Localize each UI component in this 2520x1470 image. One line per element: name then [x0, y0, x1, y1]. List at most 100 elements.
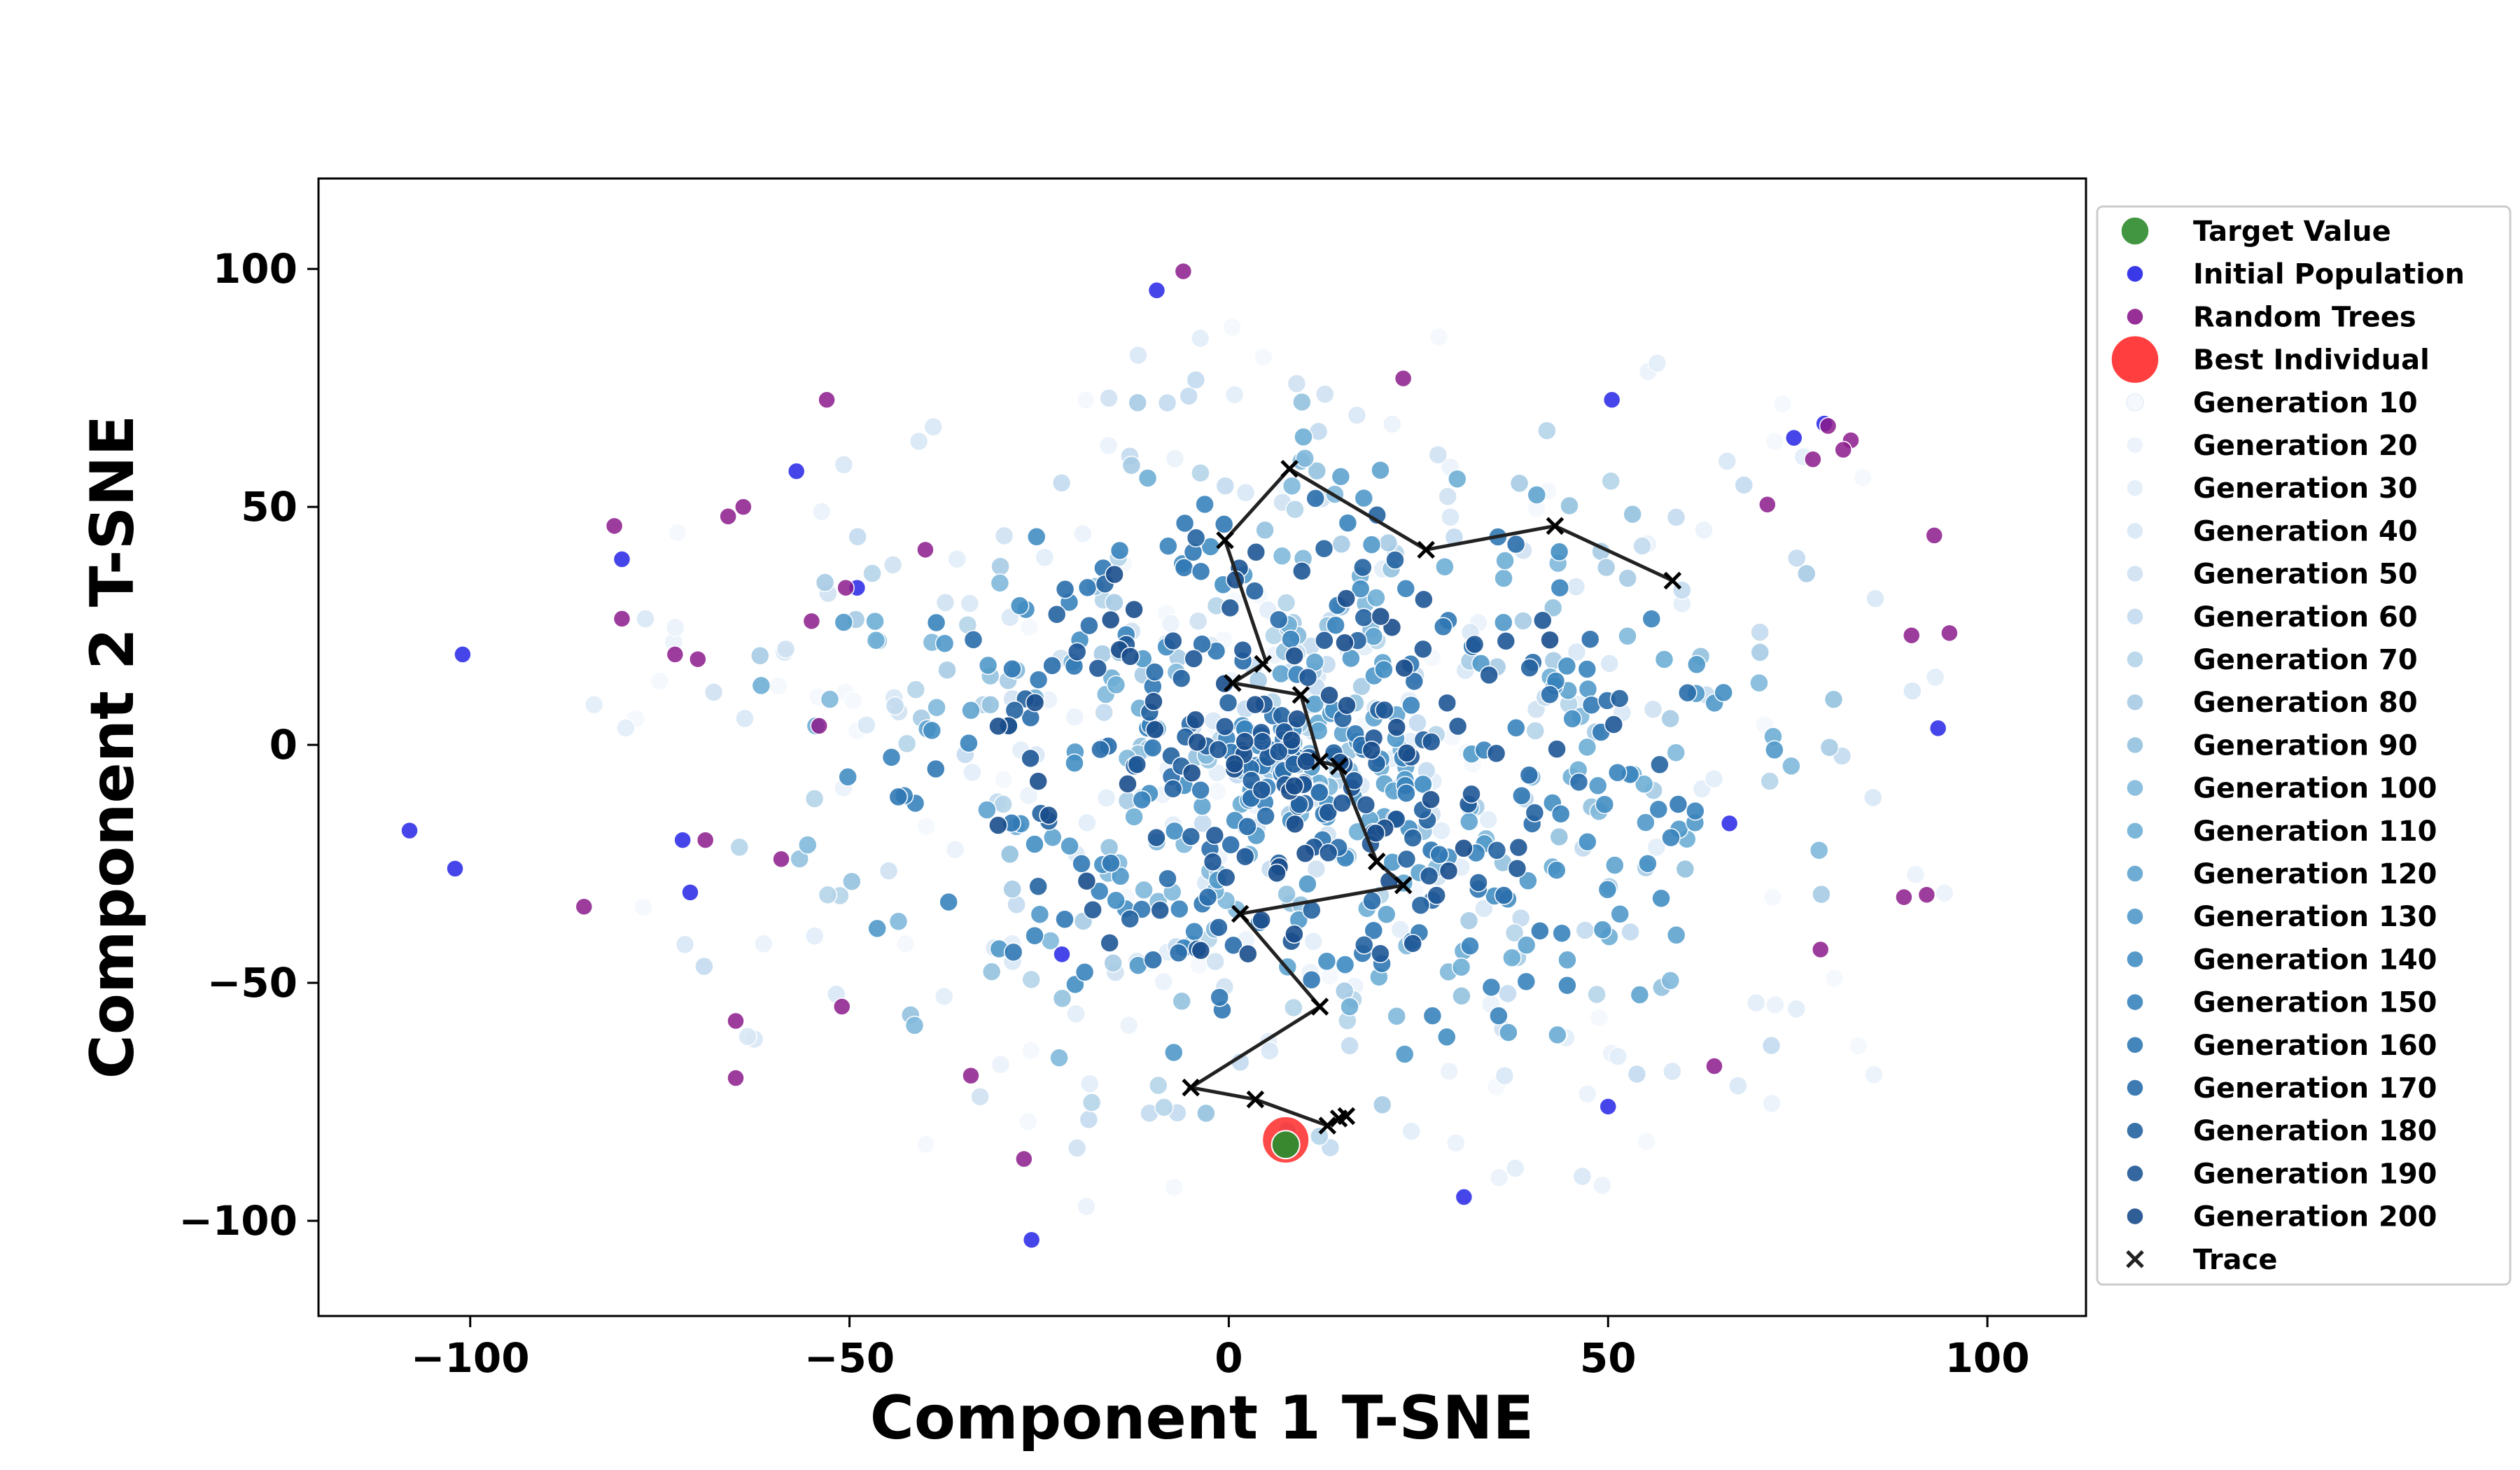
generation-point [1496, 631, 1516, 651]
generation-point [1134, 880, 1154, 900]
generation-point [1354, 488, 1374, 508]
generation-point [1347, 405, 1367, 425]
trace-marker [1310, 752, 1329, 771]
generation-point [804, 926, 825, 946]
generation-point [1372, 1095, 1392, 1114]
generation-point [1448, 716, 1468, 736]
generation-point [1366, 588, 1386, 608]
generation-point [1042, 656, 1062, 676]
generation-point [1375, 700, 1394, 720]
legend-marker [2126, 393, 2144, 412]
random-tree-point [916, 540, 934, 559]
legend-item: Best Individual [2110, 335, 2430, 384]
generation-point [1512, 785, 1532, 806]
generation-point [1651, 888, 1671, 909]
generation-point [1055, 909, 1074, 930]
generation-point [1208, 781, 1227, 802]
generation-point [1558, 975, 1577, 995]
trace-path-upper [1223, 466, 1674, 665]
generation-point [1025, 692, 1045, 713]
generation-point [1509, 473, 1530, 493]
legend-label: Trace [2193, 1244, 2277, 1276]
generation-point [1220, 598, 1240, 618]
generation-point [1154, 972, 1173, 992]
generation-point [1448, 469, 1467, 489]
generation-point [1124, 599, 1144, 620]
legend-marker [2126, 1079, 2144, 1097]
generation-point [1196, 1103, 1216, 1124]
generation-point [1525, 721, 1546, 741]
generation-point [1566, 577, 1586, 596]
legend-label: Generation 160 [2193, 1030, 2437, 1062]
generation-point [990, 573, 1010, 593]
trace-marker [1246, 1090, 1265, 1109]
generation-point [1203, 852, 1223, 872]
random-tree-point [1758, 495, 1777, 514]
generation-point [1132, 790, 1152, 810]
legend-label: Generation 100 [2193, 773, 2437, 805]
legend-marker [2126, 650, 2144, 668]
generation-point [1618, 626, 1637, 646]
initial-population-point [400, 821, 419, 840]
random-tree-point [818, 391, 836, 409]
legend-marker [2126, 907, 2144, 925]
generation-point [1387, 1006, 1406, 1026]
x-axis-ticks: −100 −50 0 50 100 [411, 1316, 2030, 1382]
generation-point [1163, 779, 1183, 799]
generation-point [1853, 468, 1873, 488]
generation-point [1394, 1044, 1415, 1064]
generation-point [1222, 317, 1242, 337]
generation-point [1245, 581, 1265, 601]
generation-point [1046, 604, 1067, 624]
generation-point [1809, 840, 1829, 860]
generation-point [1630, 985, 1650, 1004]
random-tree-point [1917, 886, 1936, 904]
generation-point [1646, 837, 1667, 857]
generation-point [1028, 670, 1049, 690]
generation-point [1422, 1006, 1443, 1026]
generation-point [1382, 414, 1402, 434]
legend-label: Generation 90 [2193, 729, 2418, 762]
generation-point [1403, 934, 1422, 953]
generation-point [1558, 950, 1577, 970]
generation-point [1340, 1036, 1359, 1056]
legend-item: Generation 150 [2126, 987, 2437, 1019]
generation-point [1284, 776, 1304, 796]
generation-point [776, 639, 796, 659]
legend-marker [2126, 1036, 2144, 1054]
generation-point [1236, 483, 1256, 503]
generation-point [1208, 740, 1228, 760]
generation-point [1749, 673, 1769, 693]
legend-marker [2126, 1207, 2144, 1226]
generation-point [1772, 394, 1793, 414]
generation-point [1666, 507, 1686, 527]
generation-point [812, 502, 832, 522]
random-tree-point [727, 1069, 745, 1087]
generation-point [1191, 941, 1211, 960]
generation-point [878, 861, 899, 881]
generation-point [888, 911, 909, 932]
generation-point [993, 769, 1014, 790]
generation-point [1124, 807, 1144, 827]
generation-point [1410, 895, 1431, 915]
generation-point [1494, 1065, 1515, 1086]
legend-marker [2120, 216, 2150, 246]
generation-point [1094, 702, 1114, 722]
legend-item: Generation 200 [2126, 1201, 2437, 1233]
generation-point [1181, 827, 1201, 846]
generation-point [1848, 1036, 1868, 1056]
generation-point [865, 611, 885, 631]
generation-point [1000, 844, 1020, 864]
generation-point [1605, 855, 1625, 875]
generation-point [1233, 640, 1253, 660]
generation-point [1138, 468, 1158, 488]
generation-point [1149, 1075, 1168, 1096]
generation-point [883, 555, 903, 575]
generation-point [751, 676, 771, 696]
generation-point [1905, 864, 1926, 884]
generation-point [935, 593, 955, 612]
random-tree-point [810, 717, 828, 735]
generation-point [1158, 869, 1177, 888]
generation-point [1550, 804, 1571, 824]
